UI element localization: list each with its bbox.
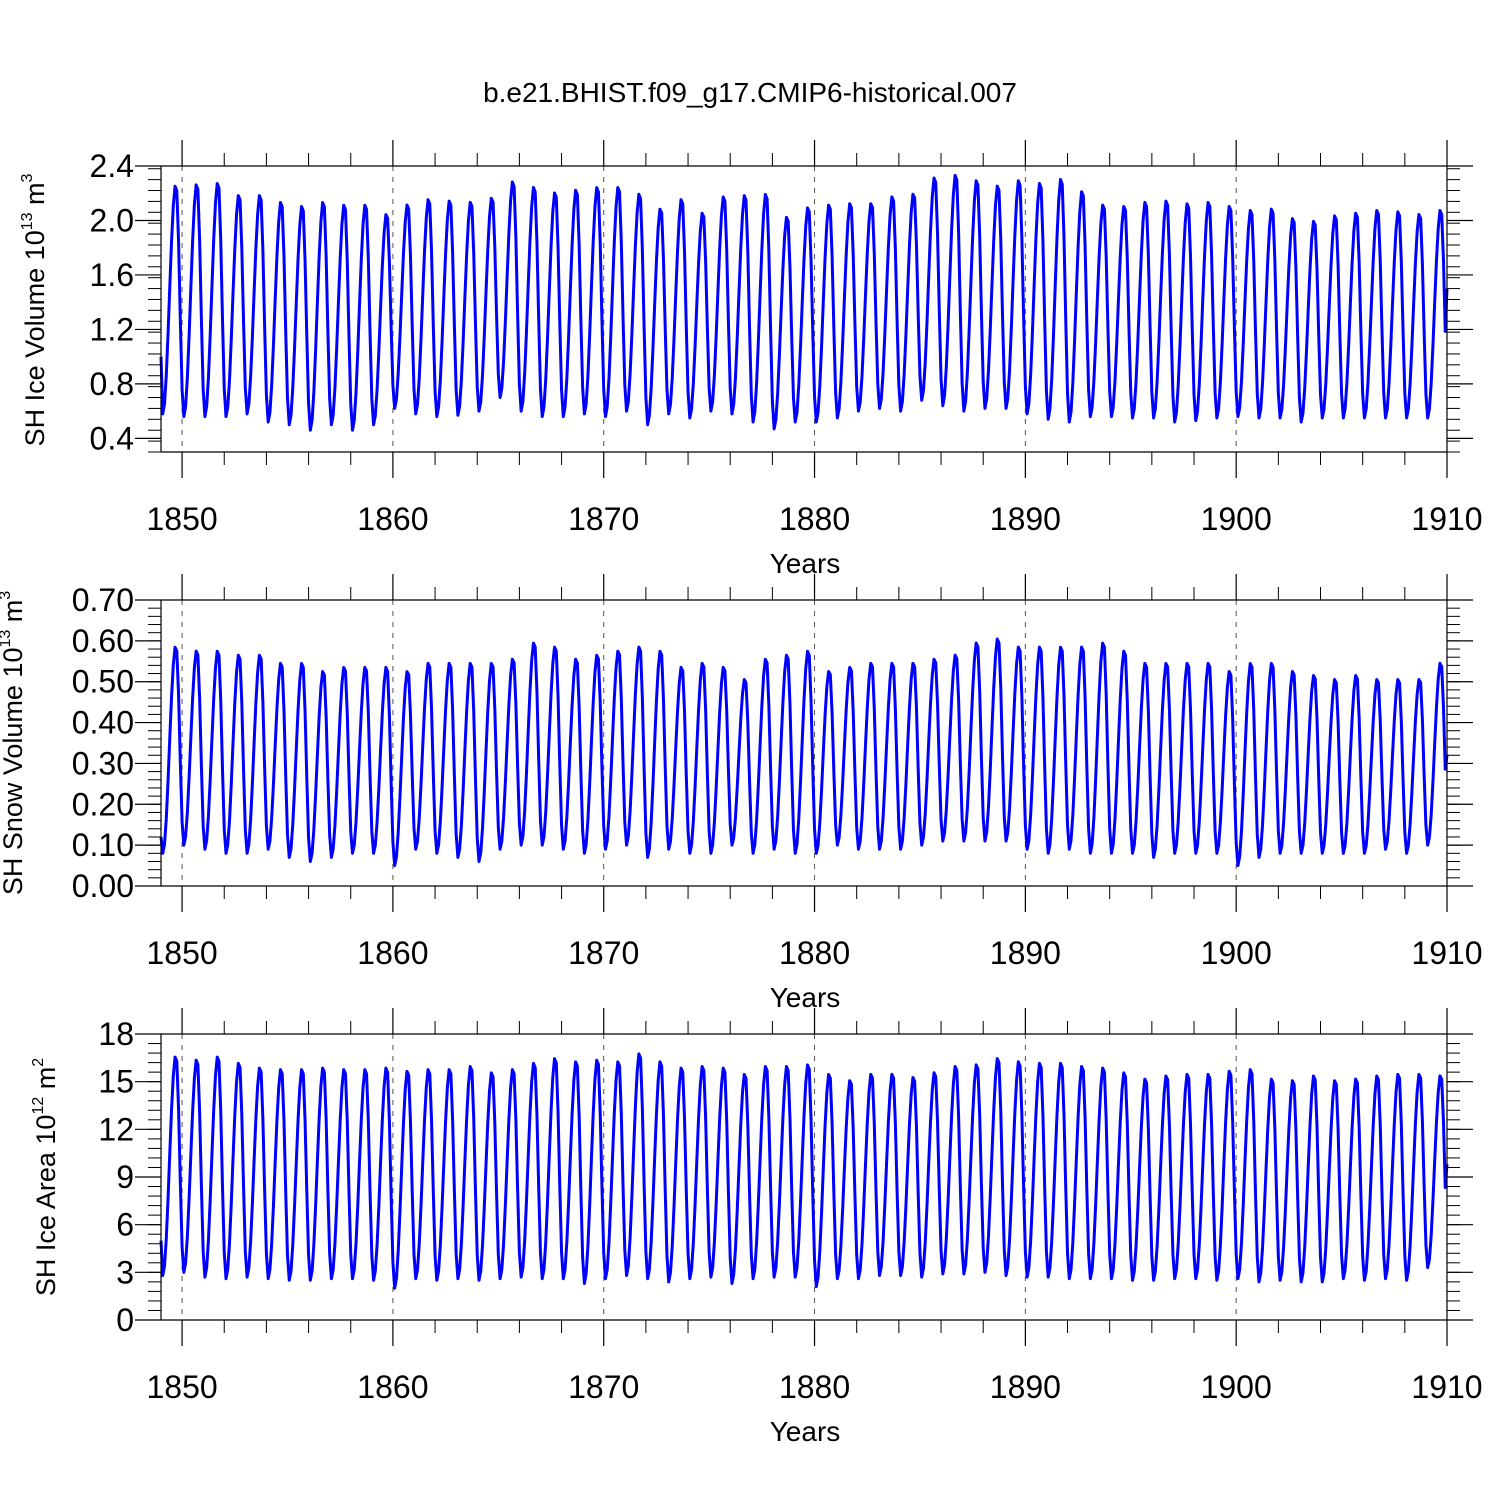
x-tick-label: 1880 [779,935,850,971]
panel-ice-volume: SH Ice Volume 1013 m3 Years 0.4 0.8 1.2 1.6… [19,140,1483,579]
x-tick-label: 1860 [357,1369,428,1405]
x-tick-label: 1850 [146,935,217,971]
y-tick-label: 1.2 [90,311,134,347]
xlabel-snow-volume: Years [770,982,841,1013]
y-tick-label: 6 [116,1207,134,1243]
x-tick-label: 1890 [990,935,1061,971]
y-tick-label: 0.00 [72,868,134,904]
figure-title: b.e21.BHIST.f09_g17.CMIP6-historical.007 [483,77,1017,108]
ylabel-ice-area: SH Ice Area 1012 m2 [30,1058,61,1296]
y-tick-label: 3 [116,1254,134,1290]
x-tick-label: 1910 [1411,501,1482,537]
y-tick-label: 0.70 [72,582,134,618]
x-tick-label: 1910 [1411,935,1482,971]
panel-snow-volume: SH Snow Volume 1013 m3 Years 0.00 0.10 0.2… [0,574,1483,1013]
y-tick-label: 1.6 [90,257,134,293]
y-tick-label: 0.20 [72,786,134,822]
y-tick-label: 2.4 [90,148,134,184]
y-tick-label: 15 [98,1064,134,1100]
panel-ice-area: SH Ice Area 1012 m2 Years 0 3 6 9 12 15 18 1850… [30,1008,1483,1447]
ylabel-ice-volume: SH Ice Volume 1013 m3 [19,173,50,446]
xlabel-ice-area: Years [770,1416,841,1447]
y-tick-label: 0.4 [90,420,134,456]
y-tick-label: 0.50 [72,664,134,700]
x-tick-label: 1850 [146,1369,217,1405]
x-tick-label: 1910 [1411,1369,1482,1405]
x-tick-label: 1890 [990,501,1061,537]
y-tick-label: 0.8 [90,366,134,402]
y-tick-label: 2.0 [90,202,134,238]
x-tick-label: 1900 [1201,935,1272,971]
x-tick-label: 1860 [357,501,428,537]
y-tick-label: 0.60 [72,623,134,659]
y-tick-label: 9 [116,1159,134,1195]
series-line-snow-volume [159,637,1449,868]
y-tick-label: 18 [98,1016,134,1052]
y-tick-label: 0.30 [72,745,134,781]
y-tick-label: 0.10 [72,827,134,863]
x-tick-label: 1900 [1201,501,1272,537]
x-tick-label: 1900 [1201,1369,1272,1405]
xlabel-ice-volume: Years [770,548,841,579]
x-tick-label: 1850 [146,501,217,537]
x-tick-label: 1860 [357,935,428,971]
series-line-ice-volume [159,173,1449,432]
y-tick-label: 12 [98,1111,134,1147]
y-tick-label: 0 [116,1302,134,1338]
x-tick-label: 1880 [779,1369,850,1405]
x-tick-label: 1870 [568,935,639,971]
x-tick-label: 1880 [779,501,850,537]
x-tick-label: 1870 [568,501,639,537]
series-line-ice-area [159,1052,1449,1290]
x-tick-label: 1890 [990,1369,1061,1405]
x-tick-label: 1870 [568,1369,639,1405]
y-tick-label: 0.40 [72,705,134,741]
ylabel-snow-volume: SH Snow Volume 1013 m3 [0,591,28,895]
